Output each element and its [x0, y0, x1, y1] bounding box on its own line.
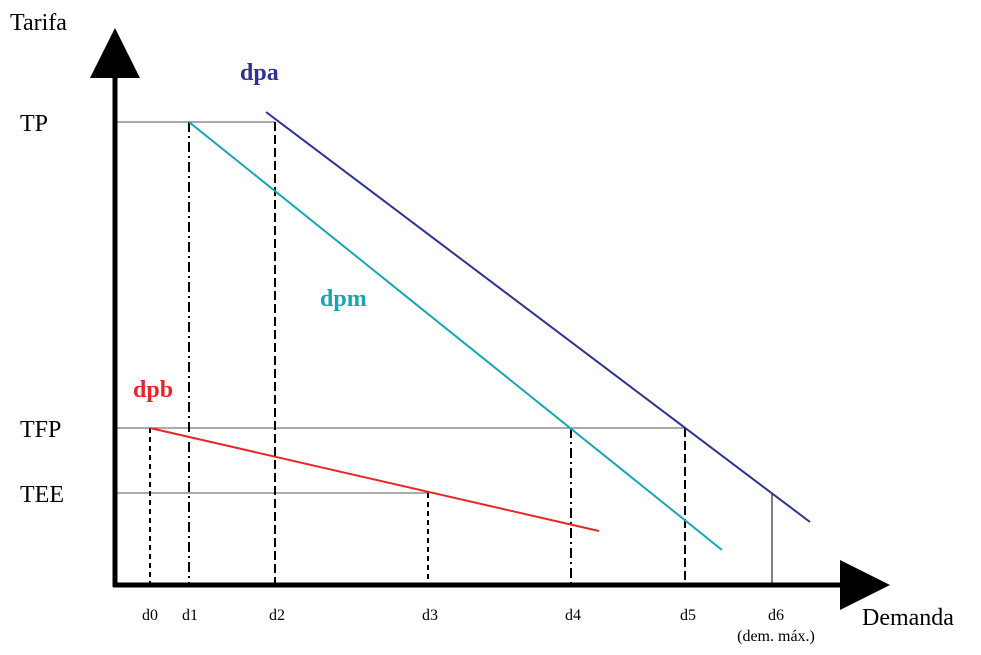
drop-lines — [149, 122, 773, 585]
curve-dpb — [149, 427, 600, 532]
curve-dpm — [188, 121, 723, 551]
demand-label: d0 — [142, 607, 158, 624]
tariff-label: TEE — [20, 482, 64, 508]
y-axis-label: Tarifa — [10, 10, 67, 36]
x-axis-label: Demanda — [862, 605, 954, 631]
curve-label: dpm — [320, 286, 367, 312]
guides — [115, 121, 685, 494]
demand-label: d3 — [422, 607, 438, 624]
demand-label: d4 — [565, 607, 581, 624]
tariff-label: TP — [20, 111, 48, 137]
tariff-label: TFP — [20, 417, 61, 443]
demand-label: d5 — [680, 607, 696, 624]
demand-label: d1 — [182, 607, 198, 624]
demand-note: (dem. máx.) — [737, 628, 815, 645]
curve-label: dpb — [133, 377, 173, 403]
demand-label: d2 — [269, 607, 285, 624]
demand-label: d6 — [768, 607, 784, 624]
curve-label: dpa — [240, 60, 279, 86]
curve-dpa — [265, 111, 811, 523]
